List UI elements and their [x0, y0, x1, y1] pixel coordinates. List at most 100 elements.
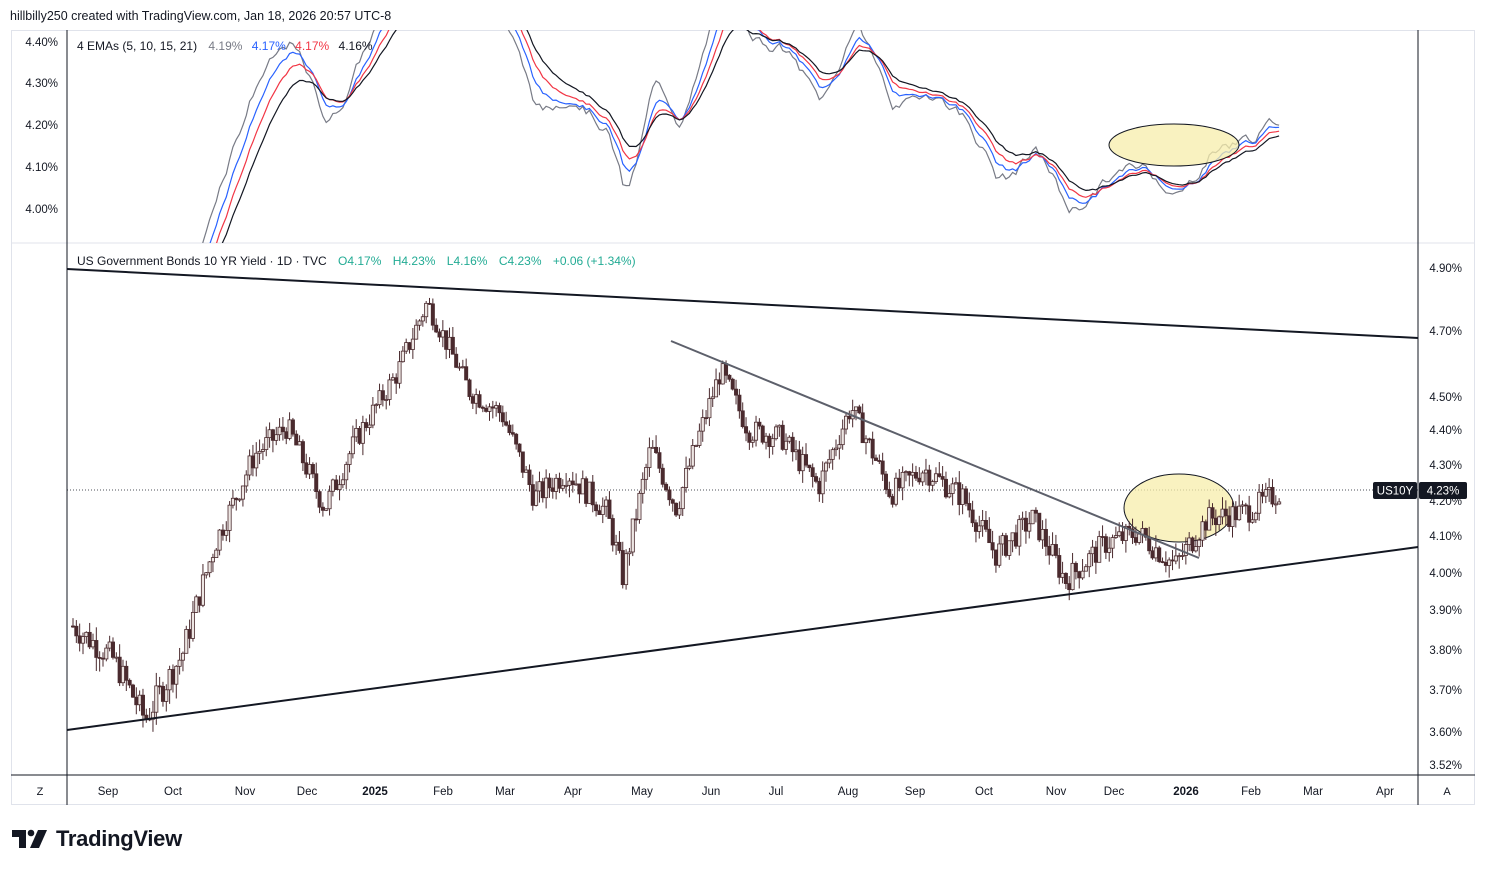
candle-body	[527, 469, 532, 485]
candle-body	[1027, 523, 1032, 532]
upper-trendline[interactable]	[66, 268, 1419, 339]
candle-body	[120, 665, 125, 684]
candle-body	[937, 473, 942, 477]
candle-body	[290, 419, 295, 435]
candle-body	[414, 324, 419, 340]
candle-body	[350, 436, 355, 455]
tradingview-logo[interactable]: TradingView	[12, 826, 182, 852]
price-tick-label: 4.90%	[1429, 263, 1462, 275]
price-y-axis: 4.90%4.70%4.50%4.40%4.30%4.20%4.10%4.00%…	[1429, 263, 1462, 772]
candle-body	[624, 553, 629, 586]
candle-body	[294, 433, 299, 446]
candle-body	[844, 415, 849, 430]
time-tick-label: Nov	[1046, 786, 1067, 798]
candle-body	[164, 689, 169, 702]
time-tick-label: Dec	[1104, 786, 1125, 798]
candle-body	[750, 439, 755, 443]
candle-body	[180, 652, 185, 661]
candle-body	[880, 460, 885, 475]
candle-body	[357, 428, 362, 444]
ema21-line	[221, 30, 1280, 243]
candle-body	[867, 438, 872, 441]
candle-body	[1063, 572, 1068, 585]
descending-trendline[interactable]	[670, 340, 1200, 559]
candle-body	[1183, 544, 1188, 556]
candle-body	[1250, 519, 1255, 523]
candle-body	[1033, 509, 1038, 514]
candle-body	[1097, 536, 1102, 563]
candle-body	[330, 479, 335, 492]
ema5-value: 4.19%	[208, 39, 242, 53]
candle-body	[637, 492, 642, 520]
candle-body	[187, 629, 192, 639]
time-tick-label: Mar	[495, 786, 515, 798]
price-highlight-ellipse[interactable]	[1123, 473, 1235, 543]
candle-body	[190, 611, 195, 639]
candle-body	[980, 519, 985, 527]
candle-body	[390, 377, 395, 381]
candle-body	[960, 488, 965, 505]
candle-body	[130, 684, 135, 698]
candle-body	[1150, 550, 1155, 559]
lower-trendline[interactable]	[66, 546, 1419, 731]
candle-body	[744, 426, 749, 434]
candle-body	[297, 441, 302, 446]
candle-body	[110, 641, 115, 658]
candle-body	[197, 596, 202, 606]
candle-body	[240, 485, 245, 500]
candle-body	[657, 452, 662, 469]
candle-body	[367, 424, 372, 429]
candle-body	[1037, 512, 1042, 541]
candle-body	[1210, 507, 1215, 519]
candle-body	[227, 504, 232, 531]
ema-y-axis: 4.40% 4.30% 4.20% 4.10% 4.00%	[25, 37, 58, 216]
candle-body	[104, 647, 109, 660]
candle-body	[1133, 537, 1138, 543]
candle-body	[674, 502, 679, 516]
candle-body	[660, 467, 665, 485]
candle-body	[304, 462, 309, 475]
candle-body	[97, 657, 102, 659]
candle-body	[487, 406, 492, 412]
auto-scale-z-button[interactable]: Z	[37, 786, 44, 798]
time-tick-label: Nov	[235, 786, 256, 798]
candle-body	[627, 551, 632, 555]
candle-body	[644, 467, 649, 480]
price-legend[interactable]: US Government Bonds 10 YR Yield · 1D · T…	[77, 254, 636, 268]
auto-scale-a-button[interactable]: A	[1443, 786, 1451, 798]
candle-body	[1103, 536, 1108, 553]
candle-body	[737, 394, 742, 412]
candle-body	[580, 478, 585, 495]
candle-body	[1080, 570, 1085, 579]
candle-body	[344, 464, 349, 481]
ohlc-change: +0.06 (+1.34%)	[553, 254, 636, 268]
candle-body	[687, 465, 692, 469]
candle-body	[260, 449, 265, 452]
candle-body	[640, 478, 645, 494]
candle-body	[1083, 566, 1088, 572]
candle-body	[464, 366, 469, 381]
ema10-value: 4.17%	[252, 39, 286, 53]
candle-body	[547, 477, 552, 489]
ema-highlight-ellipse[interactable]	[1108, 123, 1240, 167]
ema-legend[interactable]: 4 EMAs (5, 10, 15, 21) 4.19% 4.17% 4.17%…	[77, 39, 373, 53]
candle-body	[554, 477, 559, 492]
candle-body	[210, 557, 215, 563]
candle-body	[71, 625, 76, 628]
candle-body	[467, 379, 472, 397]
candle-body	[394, 377, 399, 384]
candle-body	[684, 467, 689, 488]
candle-body	[1160, 561, 1165, 563]
candle-body	[1007, 540, 1012, 556]
candle-body	[1073, 562, 1078, 573]
candle-body	[817, 480, 822, 495]
candle-body	[200, 574, 205, 606]
candle-body	[94, 640, 99, 658]
candle-body	[174, 665, 179, 685]
candle-body	[354, 428, 359, 438]
ema-tick-label: 4.40%	[25, 37, 58, 49]
candle-body	[754, 421, 759, 441]
candle-body	[214, 549, 219, 558]
candle-body	[550, 487, 555, 492]
